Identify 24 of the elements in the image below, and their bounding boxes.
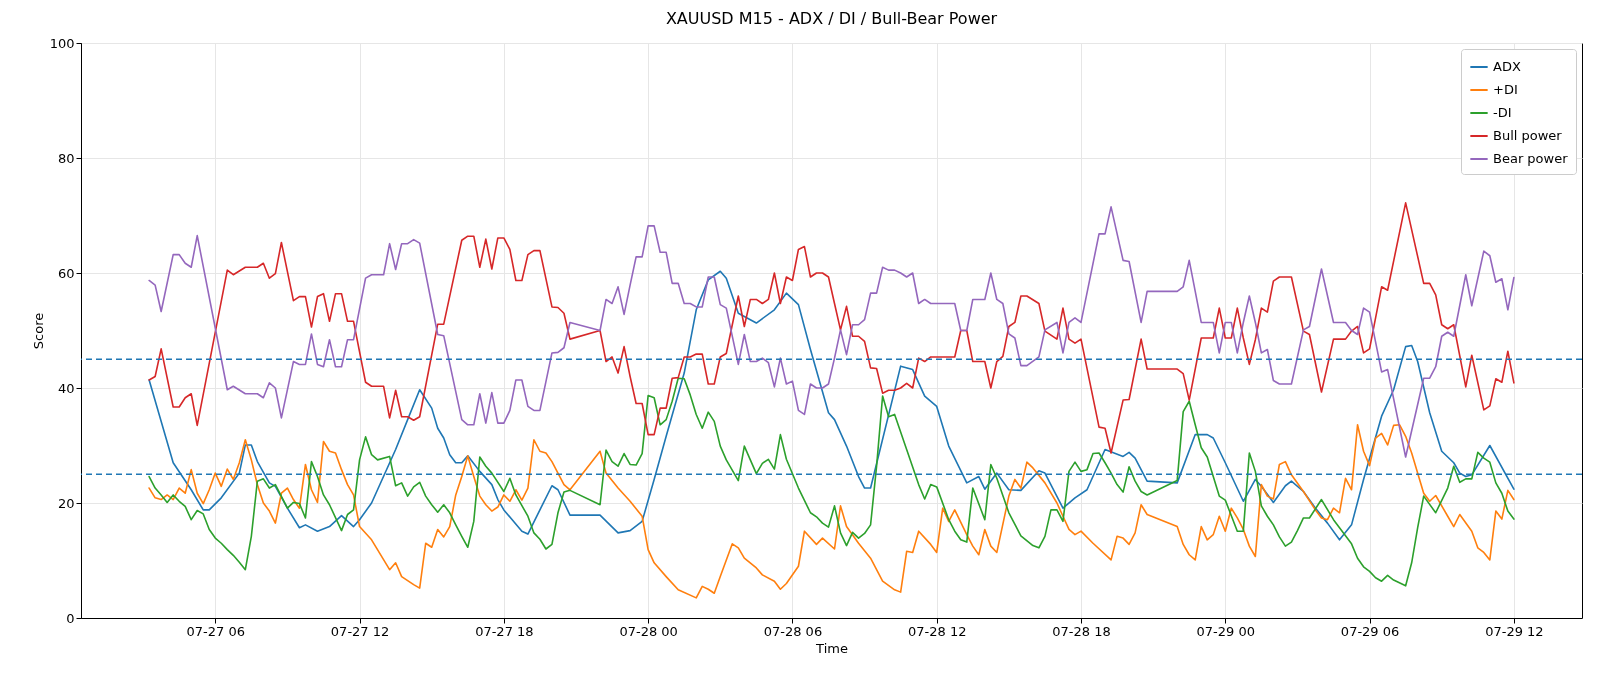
y-axis-title: Score: [30, 312, 46, 350]
x-tick-label: 07-29 06: [1340, 623, 1400, 639]
y-tick-label: 40: [57, 380, 75, 396]
x-tick-label: 07-27 12: [330, 623, 390, 639]
y-tick-label: 0: [66, 610, 75, 626]
legend-label: -DI: [1493, 105, 1512, 120]
y-tick-label: 80: [57, 150, 75, 166]
chart-title: XAUUSD M15 - ADX / DI / Bull-Bear Power: [665, 9, 998, 28]
legend-label: Bear power: [1493, 151, 1569, 166]
x-tick-label: 07-28 06: [763, 623, 823, 639]
y-tick-label: 20: [57, 495, 75, 511]
x-tick-label: 07-28 18: [1052, 623, 1111, 639]
x-tick-label: 07-29 12: [1485, 623, 1544, 639]
legend-label: Bull power: [1493, 128, 1563, 143]
x-tick-label: 07-29 00: [1196, 623, 1256, 639]
legend-label: ADX: [1493, 59, 1521, 74]
x-tick-label: 07-28 12: [907, 623, 967, 639]
x-tick-label: 07-27 18: [475, 623, 534, 639]
x-axis-title: Time: [815, 640, 848, 656]
x-tick-label: 07-28 00: [619, 623, 678, 639]
x-tick-label: 07-27 06: [186, 623, 245, 639]
y-tick-label: 60: [57, 265, 75, 281]
legend-label: +DI: [1493, 82, 1518, 97]
y-tick-label: 100: [49, 35, 75, 51]
